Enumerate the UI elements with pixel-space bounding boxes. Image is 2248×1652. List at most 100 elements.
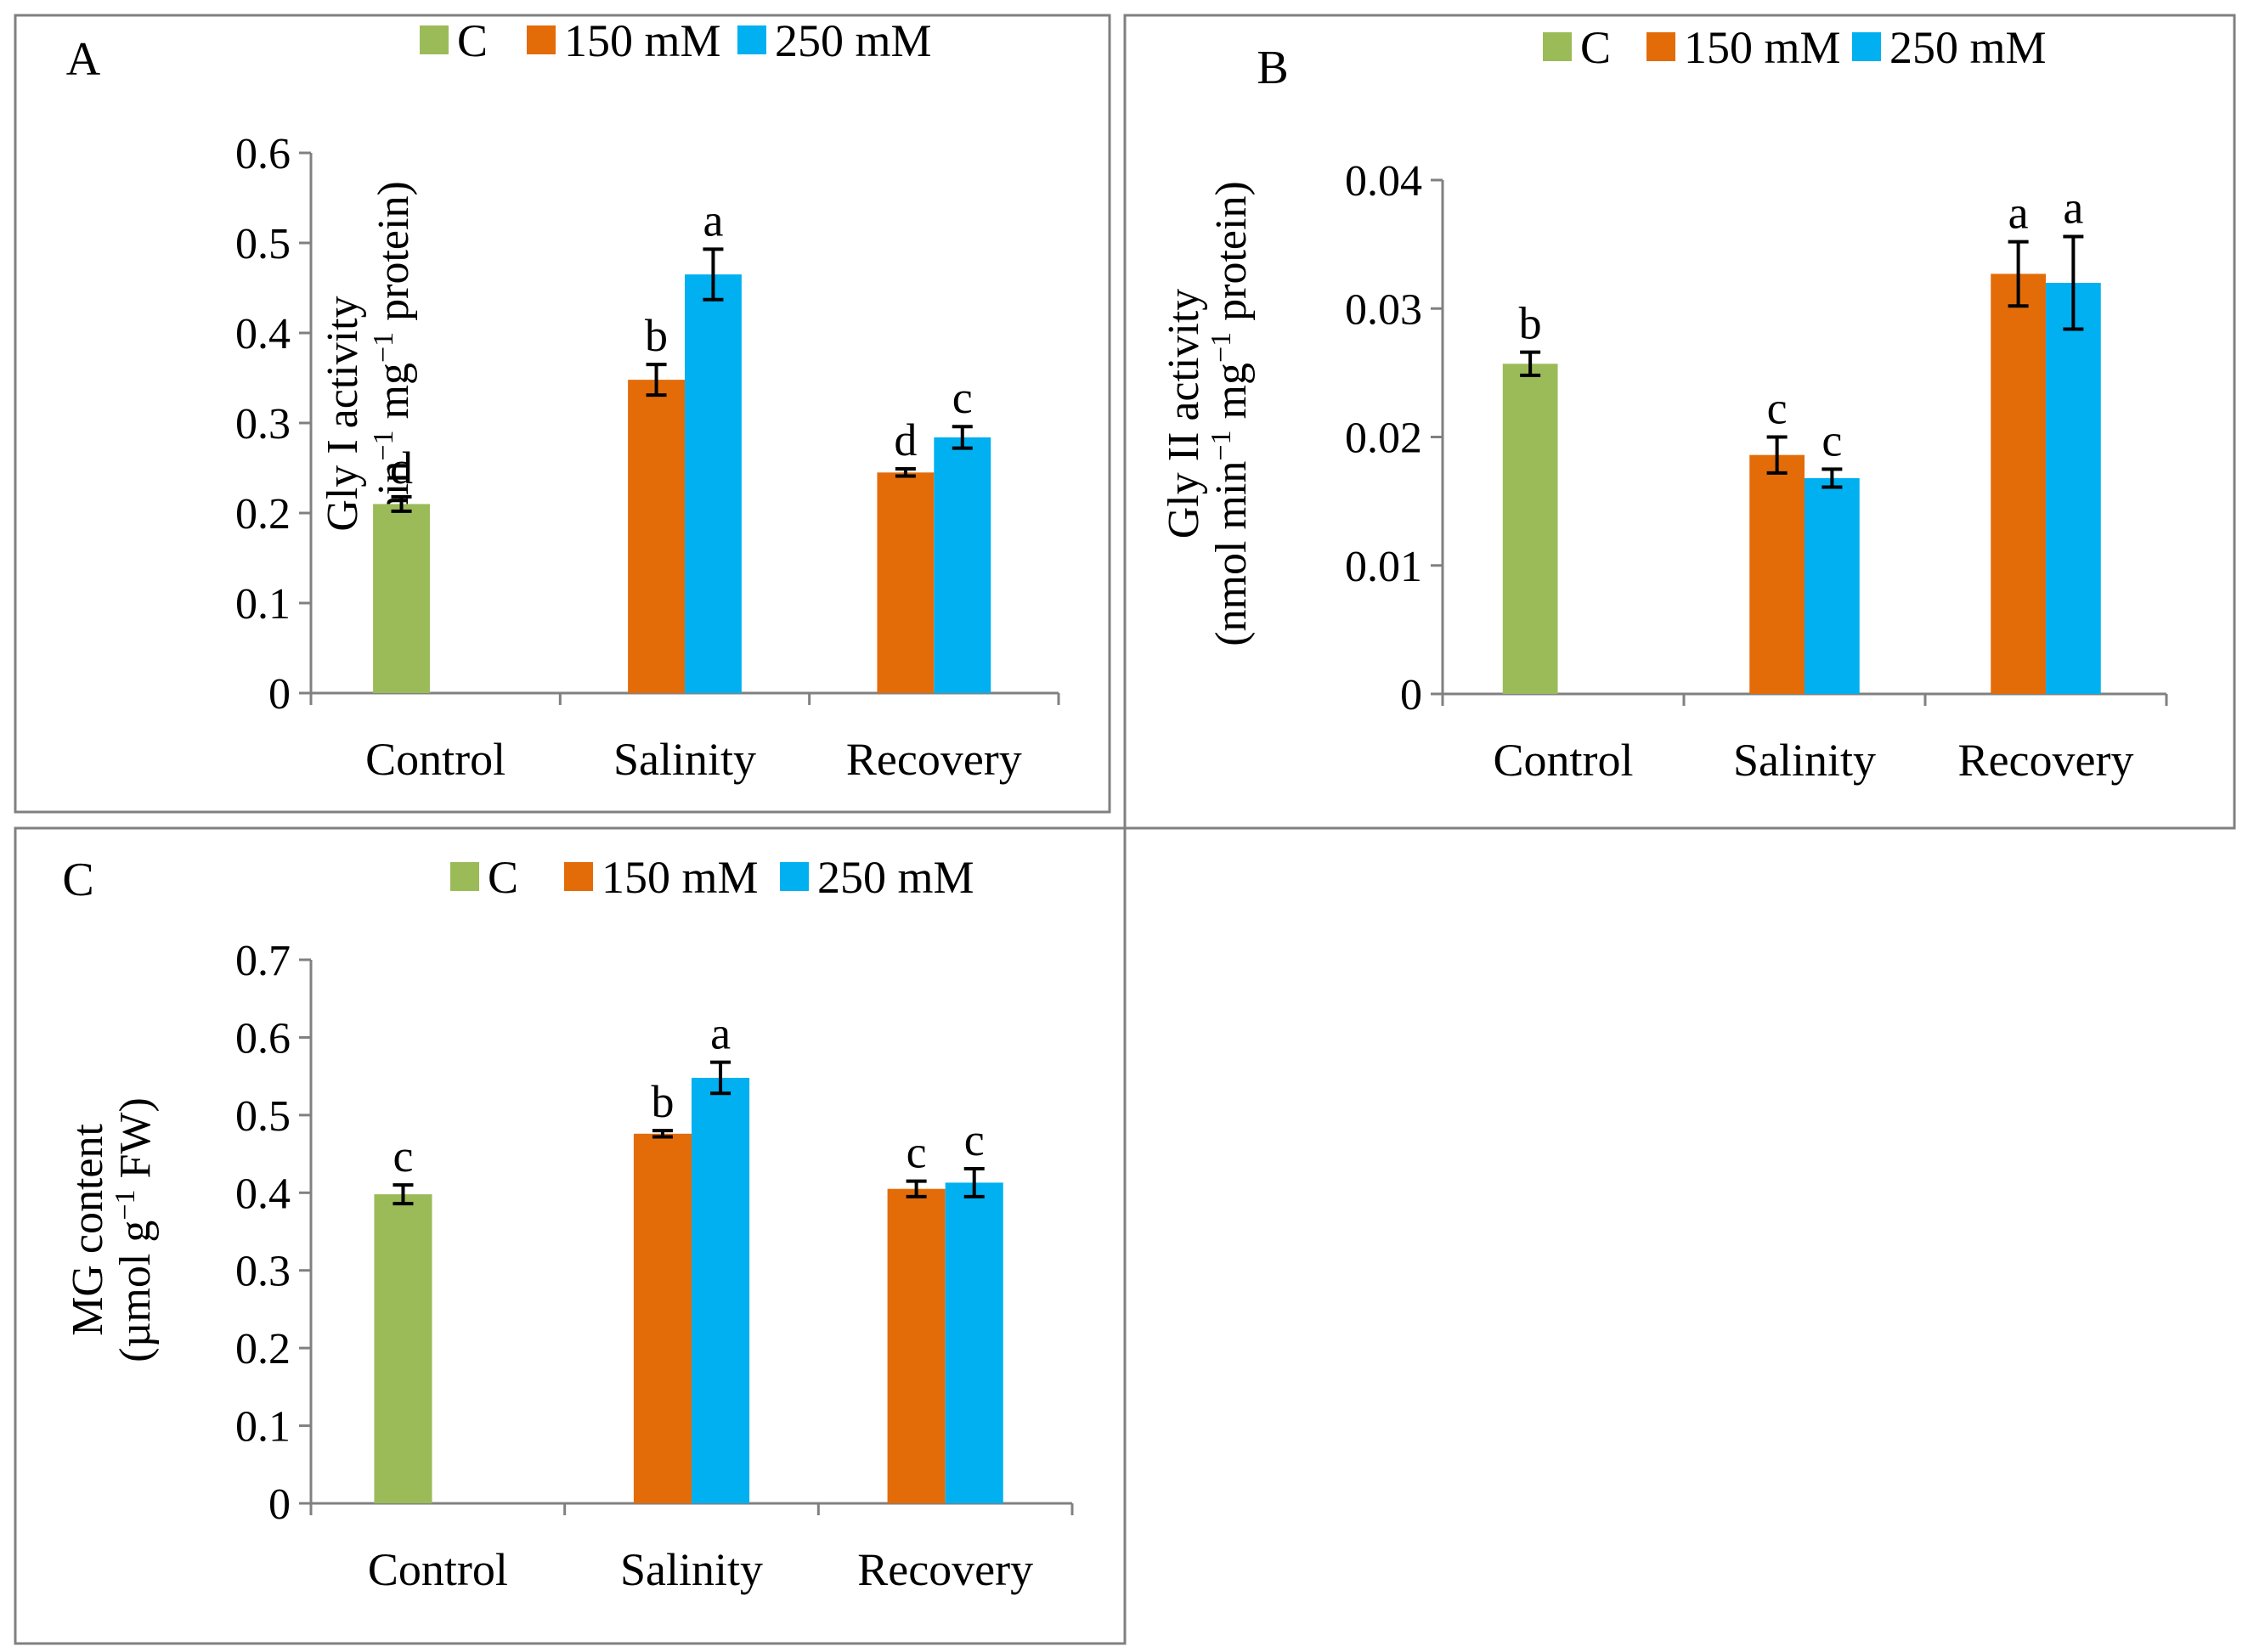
- y-tick-label: 0.6: [235, 130, 291, 178]
- legend-label: C: [457, 15, 488, 66]
- y-axis-unit-superscript: −1: [1206, 332, 1237, 363]
- bar: [877, 472, 935, 693]
- y-axis-unit-part: (µmol g: [111, 1221, 160, 1362]
- x-tick-label: Recovery: [857, 1544, 1033, 1595]
- legend-label: 250 mM: [817, 852, 974, 903]
- y-axis-unit-superscript: −1: [1206, 430, 1237, 460]
- y-tick-label: 0.7: [235, 937, 291, 985]
- legend-swatch: [527, 25, 556, 54]
- y-tick-label: 0.3: [235, 1248, 291, 1296]
- error-bar: [895, 467, 916, 478]
- y-tick-label: 0.1: [235, 1403, 291, 1452]
- y-tick-label: 0.01: [1345, 543, 1422, 591]
- legend-swatch: [420, 25, 449, 54]
- significance-letter: c: [952, 372, 973, 423]
- y-tick-label: 0.5: [235, 1092, 291, 1141]
- y-tick-label: 0.4: [235, 1170, 291, 1218]
- x-tick-label: Salinity: [1733, 735, 1876, 786]
- significance-letter: a: [703, 195, 723, 245]
- y-axis-unit-part: protein): [370, 181, 418, 332]
- error-bar: [1766, 435, 1788, 475]
- bar: [692, 1077, 750, 1503]
- significance-letter: a: [710, 1008, 731, 1059]
- y-tick-label: 0: [268, 1480, 291, 1529]
- legend-swatch: [1852, 32, 1881, 61]
- significance-letter: c: [393, 1130, 413, 1181]
- significance-letter: b: [651, 1076, 674, 1127]
- bar: [1805, 477, 1860, 694]
- bar: [934, 437, 991, 693]
- x-tick-label: Control: [368, 1544, 508, 1595]
- bar: [887, 1188, 946, 1503]
- y-axis-unit-superscript: −1: [110, 1189, 141, 1220]
- panel-label: B: [1257, 42, 1288, 94]
- legend-swatch: [1646, 32, 1675, 61]
- x-tick-label: Recovery: [1958, 735, 2134, 786]
- error-bar: [963, 1166, 985, 1198]
- panel-b: B C 150 mM 250 mM Gly II activity(nmol min−1…: [1123, 14, 2236, 830]
- y-tick-label: 0.2: [235, 1325, 291, 1373]
- significance-letter: b: [645, 310, 668, 361]
- bar: [1991, 273, 2046, 694]
- legend-label: 150 mM: [1684, 22, 1841, 73]
- bar: [373, 504, 430, 693]
- significance-letter: c: [1822, 414, 1842, 465]
- x-tick-label: Recovery: [846, 734, 1022, 785]
- y-tick-label: 0.1: [235, 580, 291, 629]
- legend-label: 250 mM: [775, 15, 932, 66]
- error-bar: [393, 1183, 414, 1206]
- error-bar: [391, 494, 412, 513]
- y-tick-label: 0.6: [235, 1014, 291, 1063]
- legend-label: C: [1580, 22, 1611, 73]
- y-tick-label: 0: [268, 670, 291, 719]
- bar: [685, 274, 742, 693]
- legend-label: 150 mM: [564, 15, 721, 66]
- significance-letter: d: [390, 443, 413, 493]
- error-bar: [906, 1179, 927, 1198]
- legend-swatch: [450, 862, 479, 891]
- legend-label: C: [488, 852, 518, 903]
- y-tick-label: 0.3: [235, 400, 291, 448]
- y-axis-unit-label: (nmol min−1 mg−1 protein): [1206, 181, 1256, 646]
- y-tick-label: 0.04: [1345, 157, 1422, 206]
- panel-frame: [1123, 14, 2236, 830]
- y-tick-label: 0.02: [1345, 414, 1422, 463]
- legend-swatch: [780, 862, 809, 891]
- bar: [374, 1194, 432, 1503]
- error-bar: [1822, 467, 1843, 489]
- legend-label: 150 mM: [602, 852, 759, 903]
- bar: [1502, 364, 1558, 694]
- x-tick-label: Salinity: [620, 1544, 763, 1595]
- bar: [945, 1182, 1003, 1503]
- error-bar: [710, 1060, 731, 1096]
- panel-label: A: [66, 33, 101, 86]
- y-axis-label: Gly II activity: [1160, 289, 1208, 539]
- error-bar: [1520, 350, 1541, 377]
- error-bar: [646, 363, 667, 397]
- y-axis-unit-part: mg: [370, 363, 418, 430]
- y-axis-unit-part: protein): [1207, 181, 1256, 332]
- significance-letter: c: [907, 1127, 927, 1178]
- significance-letter: a: [2008, 188, 2029, 239]
- error-bar: [952, 425, 973, 450]
- x-tick-label: Control: [1493, 735, 1633, 786]
- significance-letter: a: [2063, 183, 2083, 234]
- y-tick-label: 0.2: [235, 490, 291, 538]
- error-bar: [2063, 234, 2084, 331]
- y-axis-unit-label: (µmol g−1 FW): [110, 1097, 160, 1362]
- y-tick-label: 0.5: [235, 220, 291, 268]
- y-axis-unit-superscript: −1: [368, 430, 399, 460]
- y-tick-label: 0.03: [1345, 285, 1422, 334]
- bar: [1749, 454, 1805, 694]
- x-tick-label: Salinity: [613, 734, 756, 785]
- y-tick-label: 0.4: [235, 310, 291, 358]
- y-axis-label: MG content: [64, 1124, 112, 1336]
- bar: [628, 380, 685, 693]
- legend-label: 250 mM: [1889, 22, 2047, 73]
- bar: [633, 1133, 692, 1503]
- legend-swatch: [737, 25, 766, 54]
- x-tick-label: Control: [365, 734, 506, 785]
- panel-c: C C 150 mM 250 mM MG content (µmol g−1 FW) 0 0.…: [14, 826, 1127, 1645]
- panel-label: C: [62, 854, 93, 906]
